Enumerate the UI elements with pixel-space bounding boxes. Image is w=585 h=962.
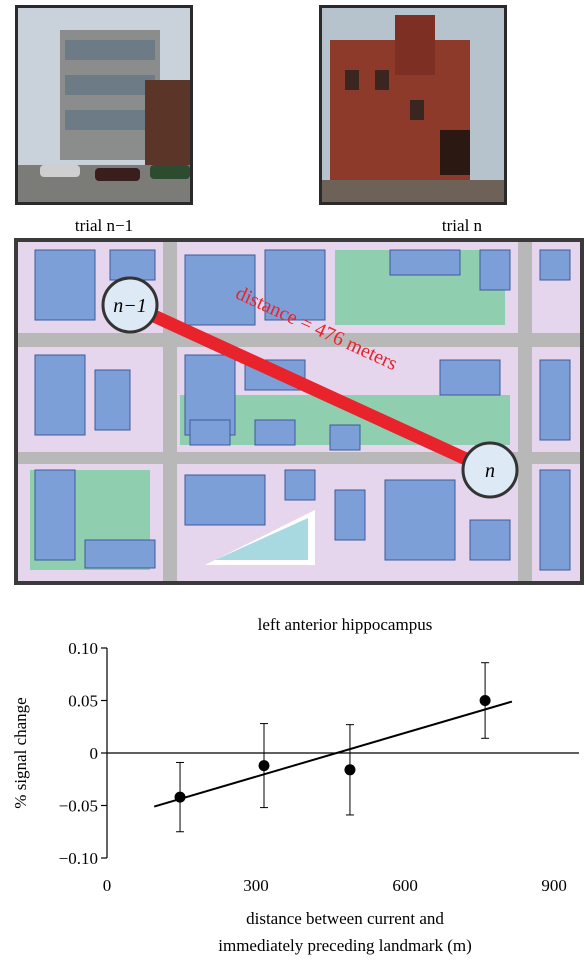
data-point (344, 764, 355, 775)
figure-svg: trial n−1 trial n (0, 0, 585, 962)
x-tick-label: 600 (392, 876, 418, 895)
data-point (259, 760, 270, 771)
photo-right (319, 5, 507, 205)
x-tick-label: 0 (103, 876, 112, 895)
x-axis-label: immediately preceding landmark (m) (218, 936, 472, 955)
y-axis-label: % signal change (11, 697, 30, 808)
photo-caption: trial n (442, 216, 483, 235)
map-end-label: n (485, 460, 495, 482)
x-axis-label: distance between current and (246, 909, 444, 928)
data-point (480, 695, 491, 706)
campus-map (14, 238, 584, 585)
fit-line (154, 702, 512, 807)
y-tick-label: −0.05 (59, 797, 98, 816)
y-tick-label: 0.05 (68, 692, 98, 711)
figure: trial n−1 trial n (0, 0, 585, 962)
photo-left (15, 5, 193, 205)
y-tick-label: −0.10 (59, 849, 98, 868)
x-tick-label: 900 (541, 876, 567, 895)
data-point (175, 792, 186, 803)
x-tick-label: 300 (243, 876, 269, 895)
map-start-label: n−1 (113, 295, 147, 317)
photo-caption: trial n−1 (75, 216, 133, 235)
y-tick-label: 0 (90, 744, 99, 763)
chart-title: left anterior hippocampus (258, 615, 433, 634)
y-tick-label: 0.10 (68, 639, 98, 658)
